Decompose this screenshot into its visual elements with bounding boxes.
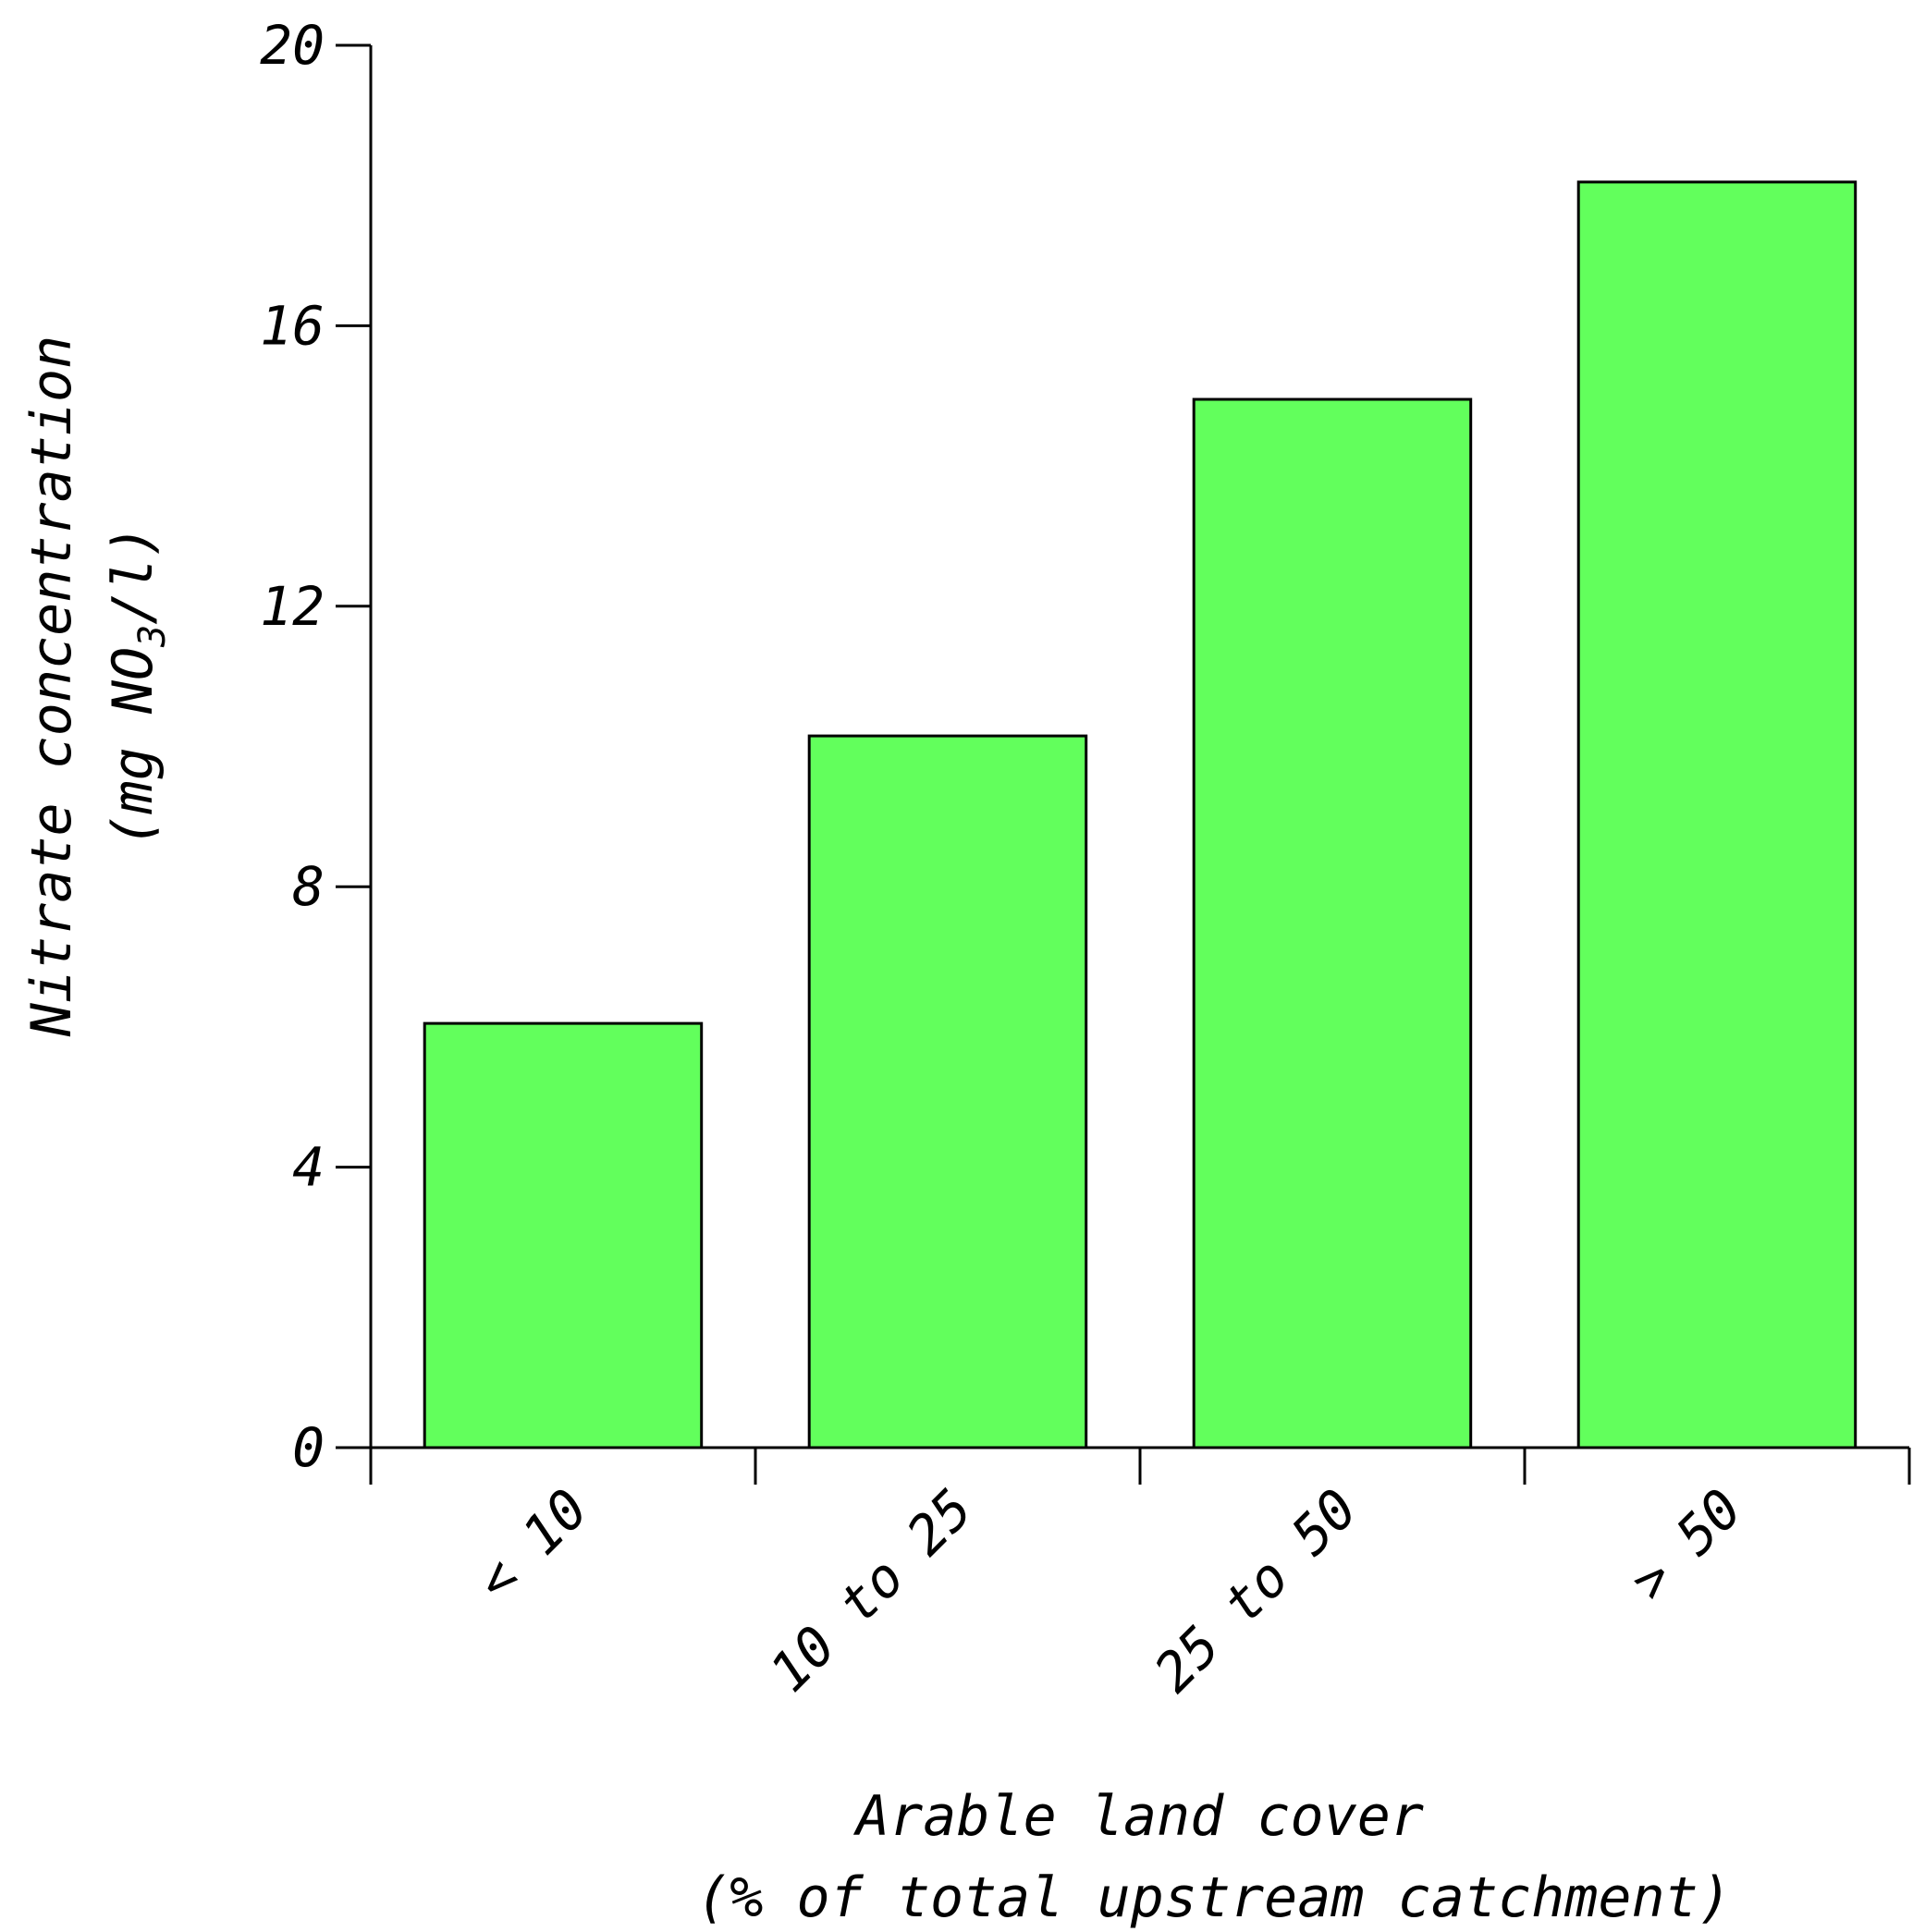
- y-axis-title-line2-prefix: (mg NO: [101, 647, 166, 848]
- y-tick-label-1: 4: [292, 1136, 325, 1199]
- y-tick-label-3: 12: [260, 575, 325, 638]
- x-axis-title-line1: Arable land cover: [852, 1784, 1424, 1849]
- y-axis-title-subscript: 3: [131, 625, 174, 648]
- y-axis-title-line2: (mg NO3/l): [101, 524, 174, 847]
- y-tick-label-4: 16: [260, 294, 325, 357]
- y-axis-title-line2-suffix: /l): [101, 524, 166, 624]
- x-tick-label-0: < 10: [464, 1477, 600, 1613]
- x-tick-label-1: 10 to 25: [757, 1477, 985, 1705]
- y-ticks-group: 0 4 8 12 16 20: [260, 14, 371, 1479]
- x-axis-title-line2: (% of total upstream catchment): [696, 1865, 1732, 1930]
- x-ticks-group: < 10 10 to 25 25 to 50 > 50: [369, 1448, 1911, 1705]
- y-axis-title-line1: Nitrate concentration: [19, 336, 84, 1038]
- y-tick-label-2: 8: [292, 855, 325, 918]
- bar-1: [807, 734, 1088, 1449]
- y-tick-label-0: 0: [292, 1416, 325, 1479]
- x-tick-label-2: 25 to 50: [1142, 1477, 1369, 1705]
- x-tick-label-3: > 50: [1618, 1477, 1754, 1613]
- y-tick-label-5: 20: [260, 14, 325, 77]
- bars-group: [423, 180, 1858, 1449]
- bar-3: [1576, 180, 1858, 1449]
- bar-0: [423, 1021, 704, 1449]
- bar-2: [1192, 397, 1473, 1449]
